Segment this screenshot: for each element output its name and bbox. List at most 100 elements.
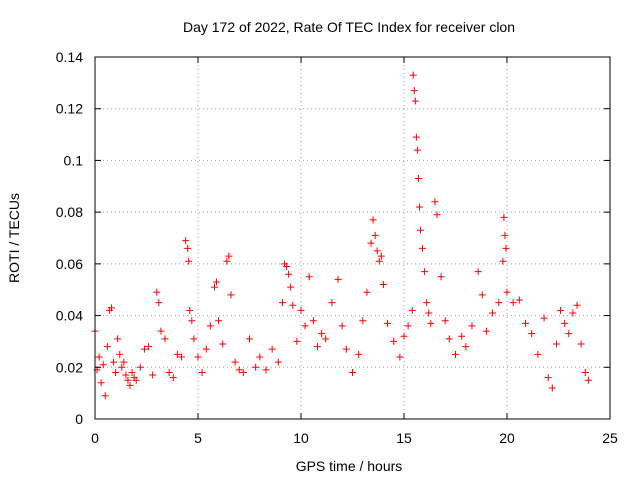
data-point [409, 71, 417, 79]
data-point [116, 350, 124, 358]
data-point [328, 299, 336, 307]
data-point [411, 97, 419, 105]
y-tick-label: 0.08 [56, 204, 83, 220]
data-point [231, 358, 239, 366]
data-point [367, 239, 375, 247]
data-point [515, 296, 523, 304]
data-point [423, 299, 431, 307]
data-point [126, 381, 134, 389]
data-point [338, 322, 346, 330]
axis-ticks [94, 56, 611, 420]
data-point [355, 350, 363, 358]
data-point [169, 374, 177, 382]
data-point [198, 368, 206, 376]
scatter-series [91, 71, 592, 400]
data-point [124, 376, 132, 384]
data-point [452, 350, 459, 358]
data-point [268, 345, 276, 353]
data-point [185, 257, 193, 265]
y-tick-label: 0.02 [56, 359, 83, 375]
grid [95, 57, 610, 419]
data-point [379, 281, 387, 289]
data-point [501, 231, 509, 239]
data-point [441, 317, 449, 325]
data-point [509, 299, 517, 307]
data-point [503, 288, 511, 296]
plot-frame [94, 56, 611, 420]
data-point [219, 340, 227, 348]
data-point [416, 226, 424, 234]
data-point [384, 319, 392, 327]
data-point [414, 175, 422, 183]
data-point [293, 337, 301, 345]
data-point [425, 309, 433, 317]
data-point [445, 335, 453, 343]
data-point [482, 327, 490, 335]
data-point [297, 306, 305, 314]
data-point [165, 368, 173, 376]
data-point [246, 335, 253, 343]
data-point [305, 273, 313, 281]
data-point [227, 291, 235, 299]
data-point [99, 361, 107, 369]
data-point [577, 340, 585, 348]
data-point [557, 306, 565, 314]
data-point [190, 335, 198, 343]
data-point [544, 374, 552, 382]
tick-labels: 0 0.02 0.04 0.06 0.08 0.1 0.12 0.14 0 5 10 15 20 25 [56, 49, 618, 446]
data-point [369, 216, 377, 224]
y-tick-label: 0.04 [56, 308, 83, 324]
data-point [215, 317, 223, 325]
data-point [118, 363, 126, 371]
data-point [528, 330, 536, 338]
data-point [427, 319, 435, 327]
data-point [252, 363, 260, 371]
data-point [173, 350, 181, 358]
data-point [318, 330, 326, 338]
data-point [149, 371, 157, 379]
data-point [552, 340, 560, 348]
data-point [223, 257, 231, 265]
data-point [122, 371, 130, 379]
data-point [112, 368, 120, 376]
data-point [287, 283, 295, 291]
data-point [322, 335, 330, 343]
x-axis-label: GPS time / hours [296, 458, 403, 474]
data-point [415, 203, 423, 211]
data-point [421, 268, 429, 276]
x-tick-label: 25 [602, 430, 618, 446]
data-point [495, 299, 503, 307]
x-tick-label: 20 [499, 430, 515, 446]
data-point [400, 332, 408, 340]
data-point [262, 366, 270, 374]
data-point [206, 322, 214, 330]
x-tick-label: 0 [91, 430, 99, 446]
data-point [404, 322, 412, 330]
data-point [155, 299, 163, 307]
data-point [103, 343, 111, 351]
data-point [101, 392, 109, 400]
data-point [120, 358, 128, 366]
data-point [408, 306, 416, 314]
data-point [581, 368, 589, 376]
data-point [534, 350, 542, 358]
data-point [132, 376, 140, 384]
y-tick-label: 0 [75, 411, 83, 427]
data-point [274, 358, 282, 366]
data-point [213, 278, 221, 286]
data-point [375, 257, 383, 265]
data-point [363, 288, 371, 296]
y-tick-label: 0.14 [56, 49, 83, 65]
data-point [161, 335, 169, 343]
data-point [371, 231, 379, 239]
data-point [110, 358, 118, 366]
data-point [462, 343, 470, 351]
data-point [431, 198, 439, 206]
data-point [301, 322, 309, 330]
data-point [573, 301, 581, 309]
y-tick-label: 0.1 [64, 152, 84, 168]
data-point [377, 252, 385, 260]
data-point [140, 345, 148, 353]
